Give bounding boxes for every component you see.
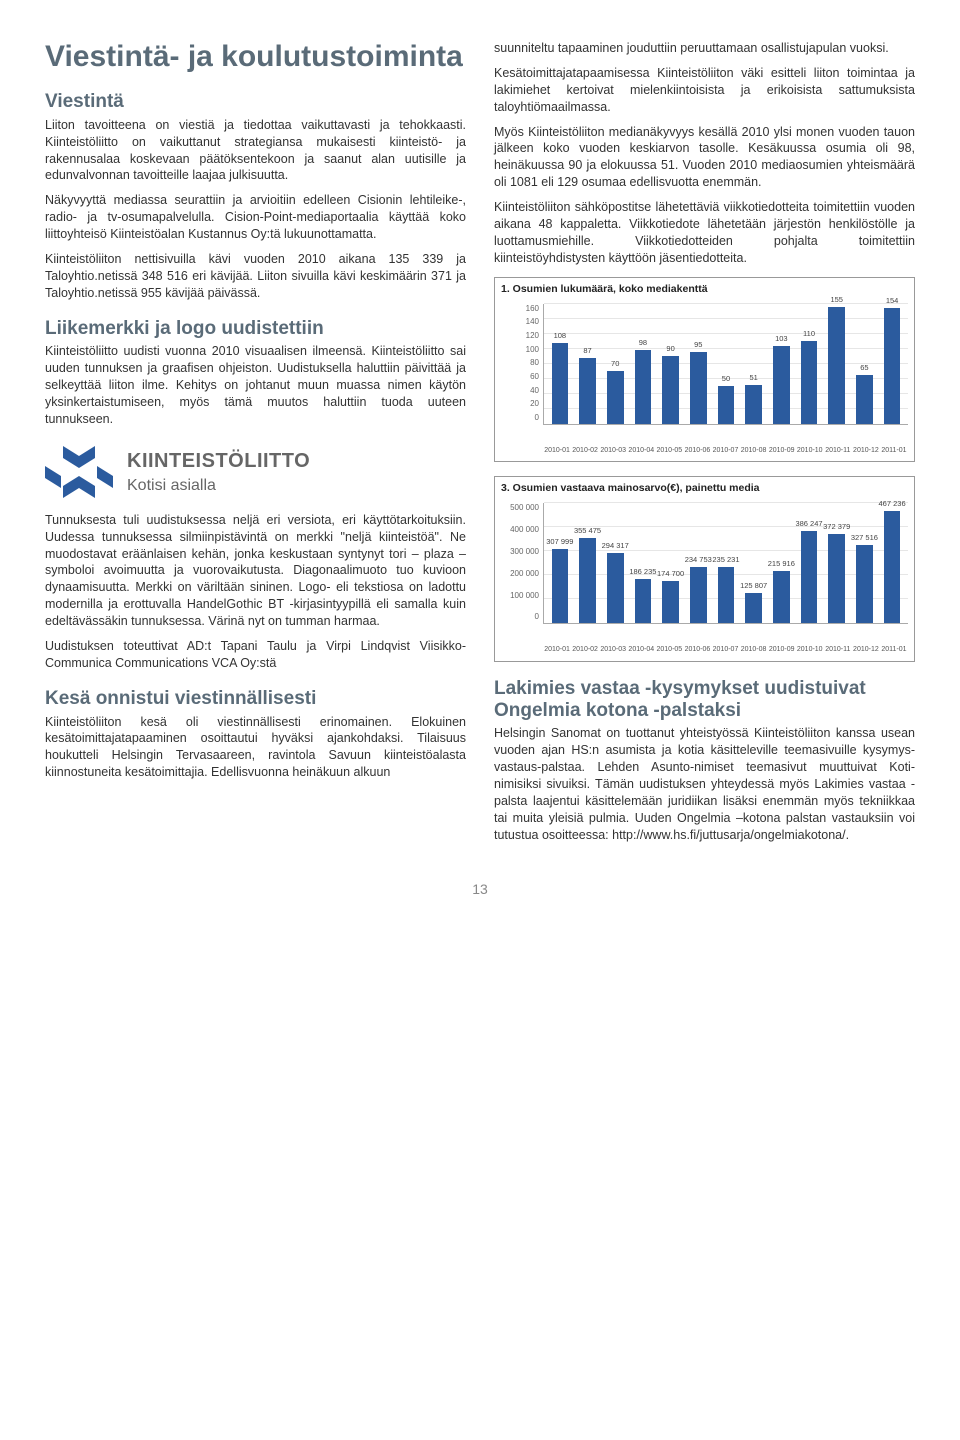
paragraph: Helsingin Sanomat on tuottanut yhteistyö…	[494, 725, 915, 843]
paragraph: Kesätoimittajatapaamisessa Kiinteistölii…	[494, 65, 915, 116]
right-column: suunniteltu tapaaminen jouduttiin peruut…	[494, 40, 915, 852]
paragraph: Myös Kiinteistöliiton medianäkyvyys kesä…	[494, 124, 915, 192]
page-number: 13	[45, 880, 915, 899]
subheading-kesa: Kesä onnistui viestinnällisesti	[45, 688, 466, 710]
chart-bar: 234 753	[690, 567, 707, 623]
chart-bar: 70	[607, 371, 624, 424]
chart-bar: 108	[552, 343, 569, 424]
paragraph: Kiinteistöliiton sähköpostitse lähetettä…	[494, 199, 915, 267]
paragraph: Näkyvyyttä mediassa seurattiin ja arvioi…	[45, 192, 466, 243]
chart-bar: 467 236	[884, 511, 901, 623]
subheading-viestinta: Viestintä	[45, 91, 466, 113]
chart-bar: 327 516	[856, 545, 873, 624]
chart-bar: 125 807	[745, 593, 762, 623]
chart-bar: 50	[718, 386, 735, 424]
paragraph: Liiton tavoitteena on viestiä ja tiedott…	[45, 117, 466, 185]
chart-bar: 174 700	[662, 581, 679, 623]
logo-mark-icon	[45, 446, 113, 498]
chart-bar: 215 916	[773, 571, 790, 623]
chart-bar: 386 247	[801, 531, 818, 624]
paragraph: Kiinteistöliiton nettisivuilla kävi vuod…	[45, 251, 466, 302]
logo-text: KIINTEISTÖLIITTO Kotisi asialla	[127, 448, 310, 497]
chart-bar: 87	[579, 358, 596, 423]
chart-mainosarvo: 3. Osumien vastaava mainosarvo(€), paine…	[494, 476, 915, 662]
chart-bar: 372 379	[828, 534, 845, 623]
chart-bar: 65	[856, 375, 873, 424]
chart-bar: 355 475	[579, 538, 596, 623]
chart-bar: 95	[690, 352, 707, 423]
chart-bar: 154	[884, 308, 901, 424]
logo-tagline: Kotisi asialla	[127, 475, 310, 497]
chart-title: 1. Osumien lukumäärä, koko mediakenttä	[501, 282, 908, 296]
chart-bar: 98	[635, 350, 652, 424]
chart-bar: 90	[662, 356, 679, 424]
subheading-lakimies: Lakimies vastaa -kysymykset uudistuivat …	[494, 678, 915, 722]
subheading-liikemerkki: Liikemerkki ja logo uudistettiin	[45, 318, 466, 340]
chart-bar: 51	[745, 385, 762, 423]
paragraph: Kiinteistöliiton kesä oli viestinnällise…	[45, 714, 466, 782]
chart-osumien-lukumaara: 1. Osumien lukumäärä, koko mediakenttä16…	[494, 277, 915, 463]
paragraph: suunniteltu tapaaminen jouduttiin peruut…	[494, 40, 915, 57]
chart-bar: 110	[801, 341, 818, 424]
paragraph: Tunnuksesta tuli uudistuksessa neljä eri…	[45, 512, 466, 630]
logo-brand: KIINTEISTÖLIITTO	[127, 448, 310, 475]
chart-bar: 155	[828, 307, 845, 423]
chart-bar: 103	[773, 346, 790, 423]
chart-bar: 235 231	[718, 567, 735, 623]
kiinteistoliitto-logo: KIINTEISTÖLIITTO Kotisi asialla	[45, 446, 466, 498]
paragraph: Uudistuksen toteuttivat AD:t Tapani Taul…	[45, 638, 466, 672]
chart-bar: 307 999	[552, 549, 569, 623]
paragraph: Kiinteistöliitto uudisti vuonna 2010 vis…	[45, 343, 466, 427]
chart-bar: 294 317	[607, 553, 624, 624]
chart-bar: 186 235	[635, 579, 652, 624]
chart-title: 3. Osumien vastaava mainosarvo(€), paine…	[501, 481, 908, 495]
two-column-layout: Viestintä- ja koulutustoiminta Viestintä…	[45, 40, 915, 852]
left-column: Viestintä- ja koulutustoiminta Viestintä…	[45, 40, 466, 852]
main-heading: Viestintä- ja koulutustoiminta	[45, 40, 466, 73]
